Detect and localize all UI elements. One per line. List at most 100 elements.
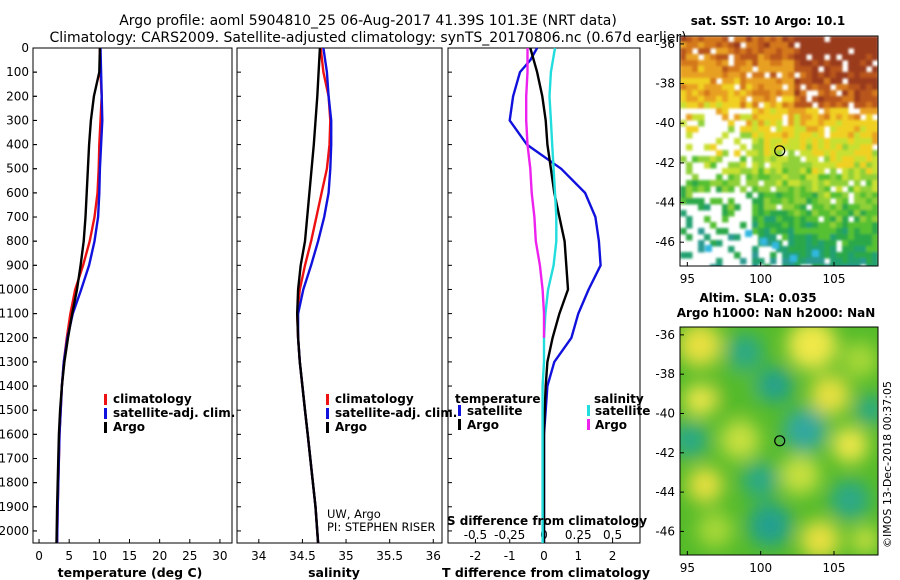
sst-cell [740,78,747,85]
sst-cell [746,84,753,91]
sst-cell [872,84,878,91]
sst-cell [812,234,819,241]
sst-cell [716,54,723,61]
sst-cell [728,90,735,97]
sst-cell [728,84,735,91]
sst-cell [818,96,825,103]
sst-cell [764,222,771,229]
sst-cell [860,120,867,127]
sst-cell [788,48,795,55]
map-y-tick-label: -44 [655,196,675,210]
sst-cell [716,150,723,157]
sst-cell [692,102,699,109]
sst-cell [728,246,735,253]
map-y-tick-label: -44 [655,485,675,499]
sst-cell [812,72,819,79]
sst-cell [806,246,813,253]
sst-cell [866,72,873,79]
sst-cell [848,240,855,247]
sst-cell [710,36,717,43]
sst-cell [722,60,729,67]
sla-blob [855,395,878,425]
sst-cell [854,132,861,139]
s-diff-tick-label: -0.5 [464,528,487,542]
sst-cell [704,78,711,85]
sst-cell [770,66,777,73]
s-diff-tick-label: 0.5 [603,528,622,542]
sst-cell [752,216,759,223]
sst-field [680,36,878,266]
sst-cell [800,258,807,265]
sst-cell [764,180,771,187]
sst-cell [776,108,783,115]
sst-cell [812,156,819,163]
sst-cell [752,222,759,229]
sst-cell [764,198,771,205]
sst-cell [740,60,747,67]
sst-cell [776,162,783,169]
sla-map-subtitle: Argo h1000: NaN h2000: NaN [677,306,876,320]
sst-cell [800,228,807,235]
sst-cell [866,102,873,109]
x-tick-label: 20 [152,549,167,563]
sla-blob [810,375,850,415]
sst-cell [824,144,831,151]
sst-cell [710,90,717,97]
salinity-annotation-1: UW, Argo [327,507,381,521]
sst-cell [830,114,837,121]
sst-cell [860,240,867,247]
sst-cell [836,42,843,49]
sst-cell [716,138,723,145]
sla-map: Altim. SLA: 0.035 Argo h1000: NaN h2000:… [655,291,879,575]
temperature-x-ticks: 0 5 10 15 20 25 30 [33,47,228,563]
sst-cell [716,66,723,73]
sst-cell [818,54,825,61]
sst-cell [842,258,849,265]
sst-cell [770,258,777,265]
sst-cell [830,180,837,187]
sst-cell [758,48,765,55]
sst-cell [866,48,873,55]
sst-cell [734,36,741,43]
sst-cell [848,210,855,217]
legend-swatch-t-satellite [458,405,461,416]
sst-cell [848,42,855,49]
sst-cell [782,54,789,61]
sst-cell [758,72,765,79]
sst-cell [752,102,759,109]
sst-cell [722,36,729,43]
sst-cell [830,168,837,175]
sst-cell [794,114,801,121]
sst-cell [788,198,795,205]
legend-heading-temperature: temperature [455,392,540,406]
series-line-argo [296,47,322,544]
sst-cell [818,90,825,97]
sst-cell [686,180,693,187]
sst-cell [698,90,705,97]
depth-tick-label: 1500 [0,403,29,417]
sst-cell [842,36,849,43]
sst-cell [866,234,873,241]
map-y-tick-label: -40 [655,116,675,130]
sst-cell [866,84,873,91]
sla-blob [851,526,878,554]
sst-cell [752,84,759,91]
sst-cell [806,102,813,109]
sst-cell [812,204,819,211]
sst-cell [722,186,729,193]
sst-cell [776,102,783,109]
sst-cell [830,234,837,241]
sst-cell [752,42,759,49]
sst-cell [782,78,789,85]
sla-blob [780,455,820,495]
sst-cell [812,150,819,157]
sst-cell [770,138,777,145]
sst-cell [860,60,867,67]
sst-cell [686,222,693,229]
sst-cell [794,102,801,109]
sst-cell [758,84,765,91]
sst-cell [818,174,825,181]
sst-cell [812,168,819,175]
x-tick-label: 1 [574,549,582,563]
sst-cell [746,48,753,55]
